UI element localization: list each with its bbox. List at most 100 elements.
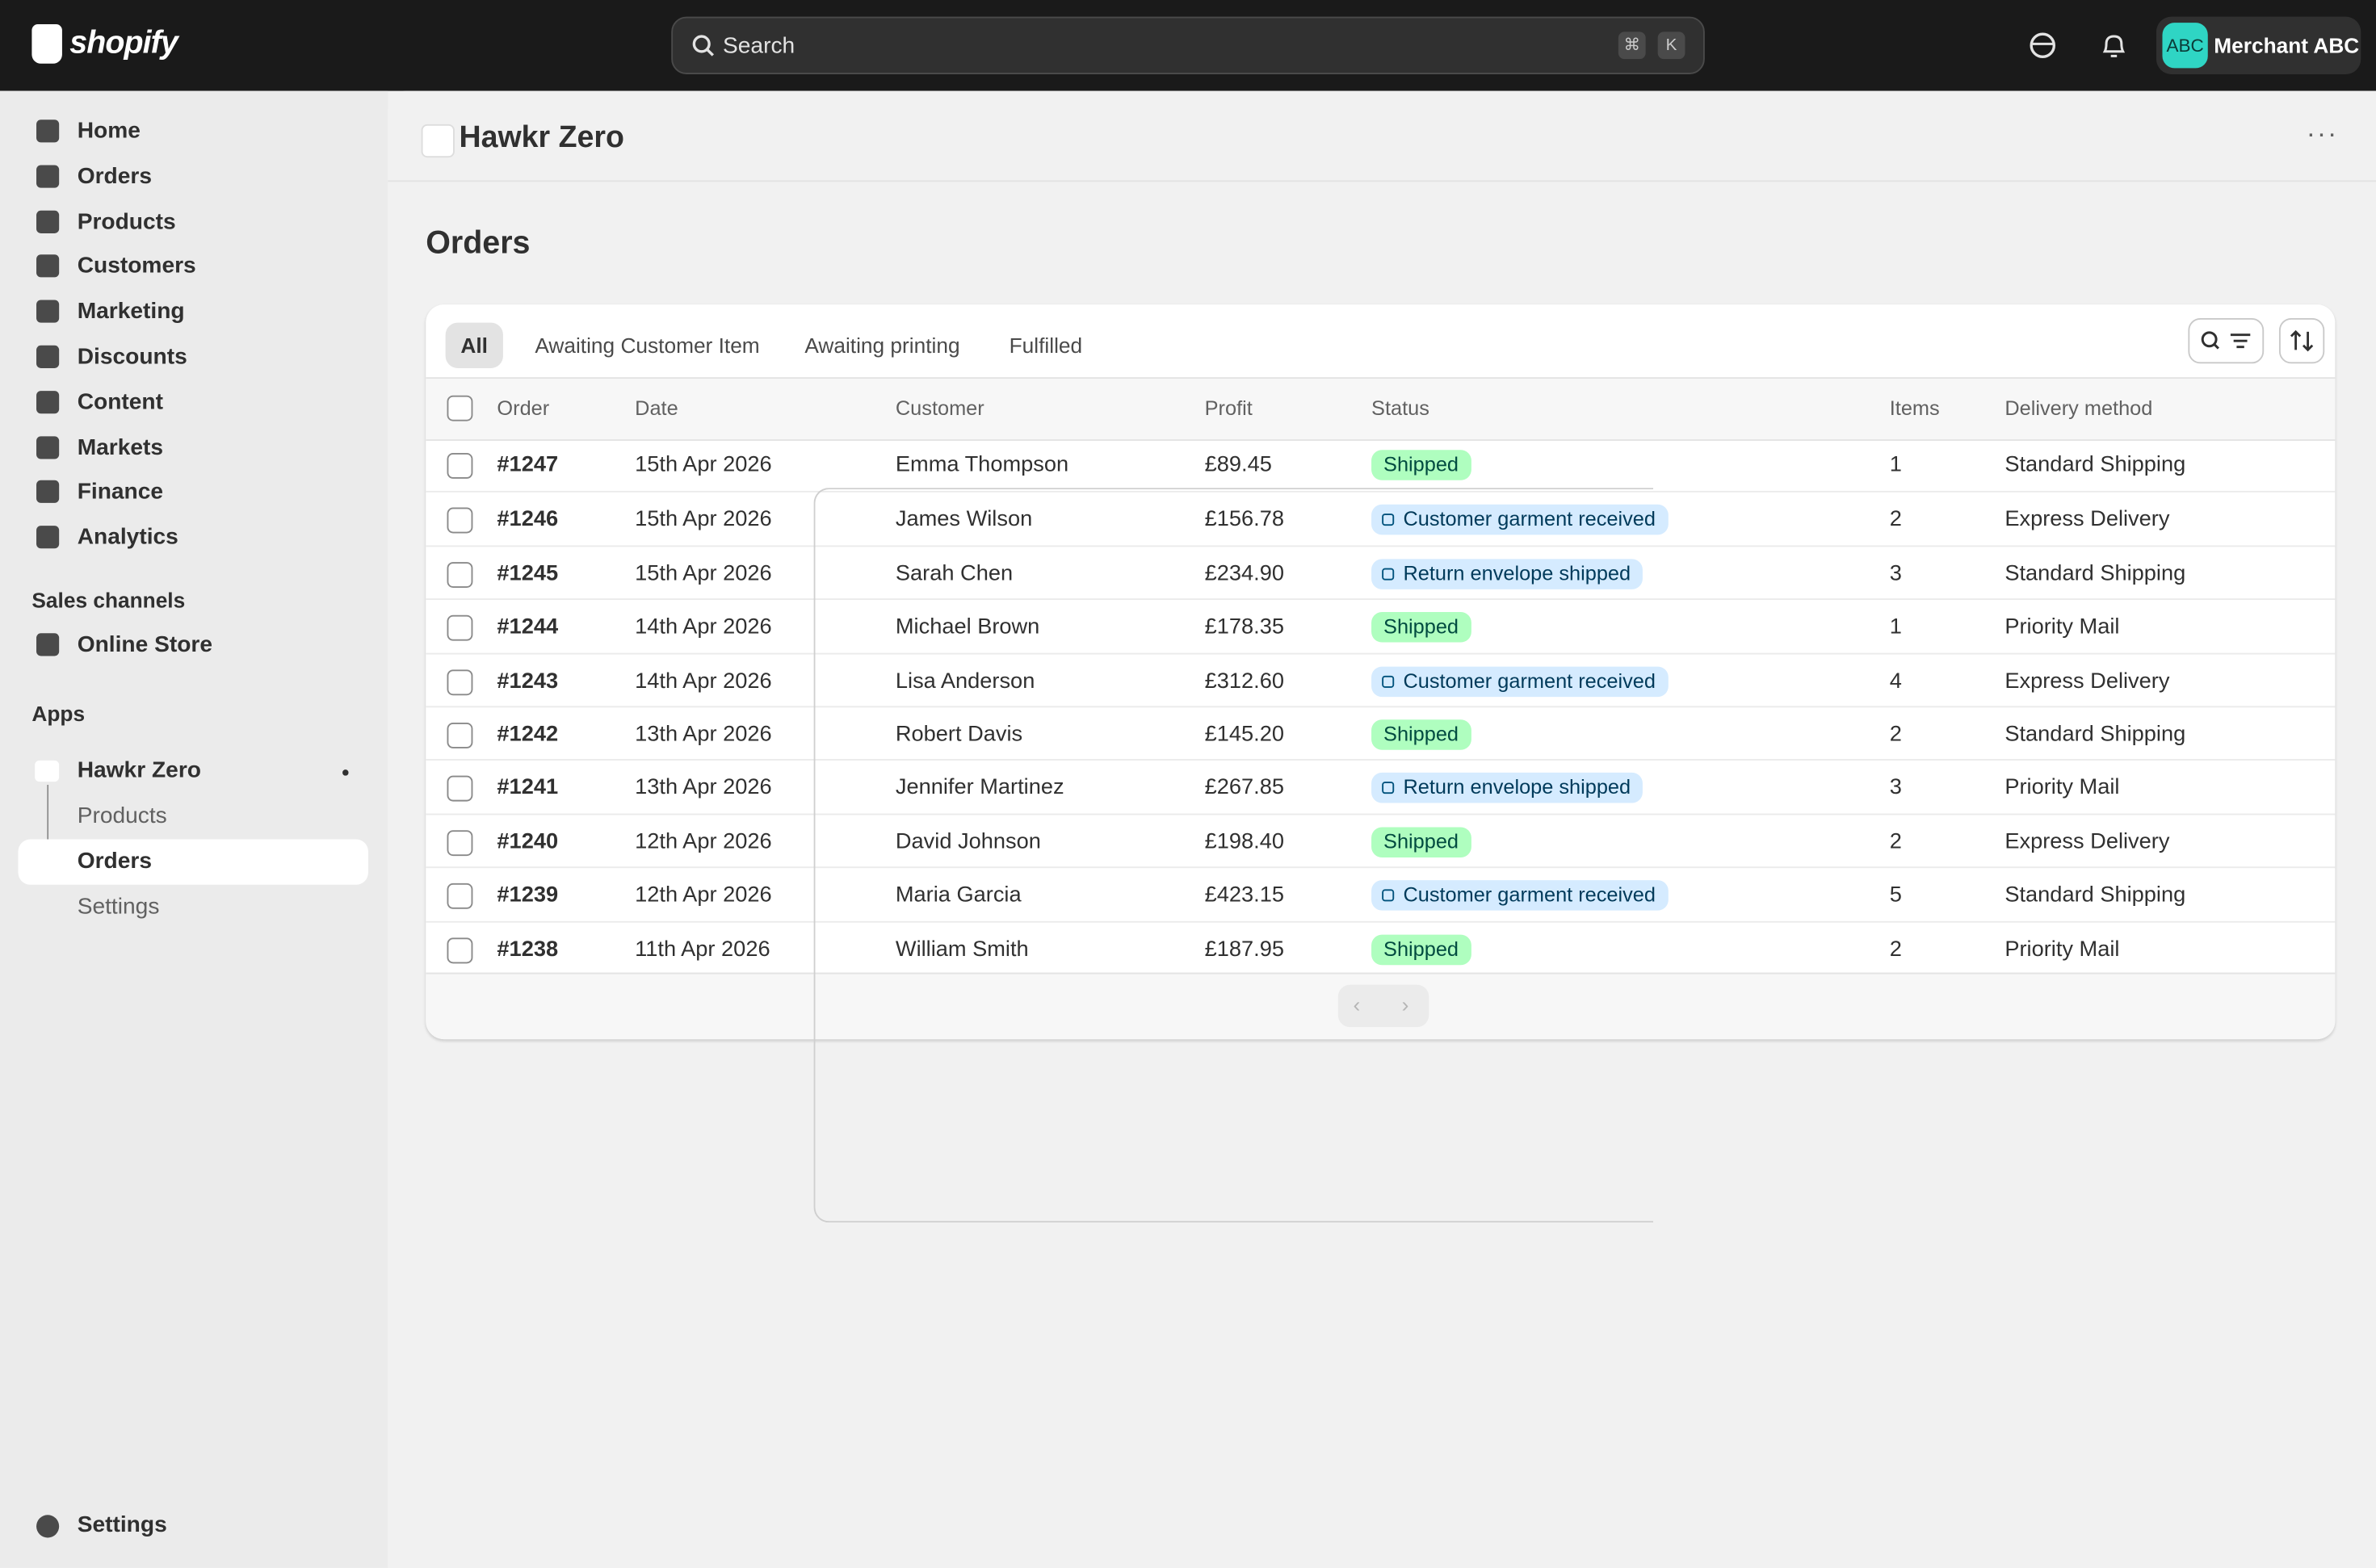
table-row[interactable]: #1239 12th Apr 2026 Maria Garcia £423.15 Cus… <box>426 866 2336 922</box>
shopify-logo-icon <box>31 24 62 64</box>
nav-item[interactable]: Settings <box>77 1511 167 1538</box>
pin-dot <box>342 769 349 776</box>
order-number[interactable]: #1244 <box>497 615 559 640</box>
select-all-checkbox[interactable] <box>447 395 473 421</box>
status-label: Customer garment received <box>1403 669 1656 692</box>
section-label[interactable]: Sales channels <box>31 588 186 613</box>
row-checkbox[interactable] <box>447 508 473 535</box>
table-row[interactable]: #1241 13th Apr 2026 Jennifer Martinez £267.… <box>426 759 2336 815</box>
filter-tab[interactable]: Fulfilled <box>1009 333 1083 358</box>
nav-icon <box>36 210 60 233</box>
nav-item[interactable]: Content <box>77 388 163 415</box>
table-row[interactable]: #1245 15th Apr 2026 Sarah Chen £234.90 Retur… <box>426 545 2336 600</box>
row-checkbox[interactable] <box>447 776 473 803</box>
cell-profit: £234.90 <box>1204 561 1285 586</box>
section-label[interactable]: Apps <box>31 701 86 726</box>
nav-item[interactable]: Discounts <box>77 343 187 370</box>
cell-date: 13th Apr 2026 <box>635 722 772 748</box>
more-actions[interactable]: ··· <box>2306 118 2339 149</box>
status-badge: Shipped <box>1371 827 1471 857</box>
row-checkbox[interactable] <box>447 453 473 479</box>
nav-icon <box>36 254 60 279</box>
row-checkbox[interactable] <box>447 883 473 910</box>
cell-items: 2 <box>1889 829 1902 854</box>
app-icon <box>35 760 60 782</box>
filter-tab[interactable]: All <box>445 322 503 368</box>
cell-date: 14th Apr 2026 <box>635 669 772 694</box>
order-number[interactable]: #1243 <box>497 669 559 694</box>
cell-delivery: Priority Mail <box>2004 776 2120 801</box>
nav-item[interactable]: Orders <box>77 163 153 190</box>
cell-profit: £267.85 <box>1204 776 1285 801</box>
page-title: Orders <box>426 225 531 261</box>
row-checkbox[interactable] <box>447 937 473 963</box>
sub-nav-item[interactable]: Products <box>77 803 167 829</box>
cell-items: 2 <box>1889 508 1902 533</box>
table-row[interactable]: #1244 14th Apr 2026 Michael Brown £178.35 Sh… <box>426 598 2336 653</box>
table-row[interactable]: #1243 14th Apr 2026 Lisa Anderson £312.60 Cu… <box>426 652 2336 707</box>
nav-item[interactable]: Marketing <box>77 298 185 325</box>
cell-date: 11th Apr 2026 <box>635 937 770 962</box>
table-header <box>426 377 2336 442</box>
order-number[interactable]: #1239 <box>497 883 559 908</box>
order-number[interactable]: #1240 <box>497 829 559 854</box>
cell-items: 3 <box>1889 776 1902 801</box>
cell-items: 3 <box>1889 561 1902 586</box>
pagination[interactable]: ‹ › <box>1337 984 1429 1028</box>
cell-customer: Sarah Chen <box>895 561 1014 586</box>
sub-nav-item[interactable]: Orders <box>77 848 153 874</box>
order-number[interactable]: #1242 <box>497 722 559 748</box>
cell-date: 13th Apr 2026 <box>635 776 772 801</box>
cell-profit: £198.40 <box>1204 829 1285 854</box>
row-checkbox[interactable] <box>447 615 473 642</box>
filter-tab[interactable]: Awaiting Customer Item <box>535 333 760 358</box>
status-label: Shipped <box>1383 937 1459 960</box>
cell-items: 2 <box>1889 722 1902 748</box>
cell-delivery: Standard Shipping <box>2004 722 2186 748</box>
nav-item[interactable]: Online Store <box>77 631 213 658</box>
nav-item[interactable]: Finance <box>77 479 164 505</box>
order-number[interactable]: #1245 <box>497 561 559 586</box>
shortcut-key: K <box>1657 31 1685 60</box>
cell-items: 2 <box>1889 937 1902 962</box>
cell-date: 15th Apr 2026 <box>635 561 772 586</box>
status-badge: Customer garment received <box>1371 505 1669 536</box>
cell-customer: Lisa Anderson <box>895 669 1035 694</box>
filter-tab[interactable]: Awaiting printing <box>804 333 960 358</box>
status-label: Shipped <box>1383 722 1459 746</box>
cell-delivery: Standard Shipping <box>2004 453 2186 478</box>
nav-item[interactable]: Products <box>77 208 176 235</box>
sub-nav-item[interactable]: Settings <box>77 894 160 920</box>
order-number[interactable]: #1238 <box>497 937 559 962</box>
account-menu[interactable]: ABC Merchant ABC <box>2156 16 2361 74</box>
orders-card: ‹ › All Awaiting Customer Item Awaiting pri… <box>426 304 2336 1040</box>
nav-item[interactable]: Hawkr Zero <box>77 757 201 784</box>
search-filter-icon <box>2201 331 2251 350</box>
row-checkbox[interactable] <box>447 669 473 695</box>
store-icon[interactable] <box>2027 31 2058 61</box>
status-badge: Shipped <box>1371 719 1471 750</box>
order-number[interactable]: #1241 <box>497 776 559 801</box>
nav-item[interactable]: Customers <box>77 254 196 279</box>
table-row[interactable]: #1240 12th Apr 2026 David Johnson £198.40 Sh… <box>426 813 2336 868</box>
table-row[interactable]: #1246 15th Apr 2026 James Wilson £156.78 Cus… <box>426 491 2336 547</box>
table-row[interactable]: #1242 13th Apr 2026 Robert Davis £145.20 Shi… <box>426 706 2336 761</box>
search-bar[interactable]: Search ⌘ K <box>671 16 1705 74</box>
table-row[interactable]: #1238 11th Apr 2026 William Smith £187.95 Sh… <box>426 920 2336 975</box>
order-number[interactable]: #1247 <box>497 453 559 478</box>
nav-icon <box>36 435 60 459</box>
nav-item[interactable]: Markets <box>77 434 164 460</box>
sort-button[interactable] <box>2278 318 2325 364</box>
table-row[interactable]: #1247 15th Apr 2026 Emma Thompson £89.45 Shi… <box>426 438 2335 491</box>
row-checkbox[interactable] <box>447 561 473 588</box>
search-filter-button[interactable] <box>2188 318 2265 364</box>
row-checkbox[interactable] <box>447 829 473 856</box>
row-checkbox[interactable] <box>447 722 473 748</box>
order-number[interactable]: #1246 <box>497 508 559 533</box>
nav-item[interactable]: Analytics <box>77 524 178 551</box>
status-icon <box>1382 675 1395 688</box>
notifications-icon[interactable] <box>2099 31 2130 61</box>
column-header: Items <box>1889 396 1940 420</box>
nav-item[interactable]: Home <box>77 118 141 145</box>
status-label: Return envelope shipped <box>1403 776 1631 799</box>
